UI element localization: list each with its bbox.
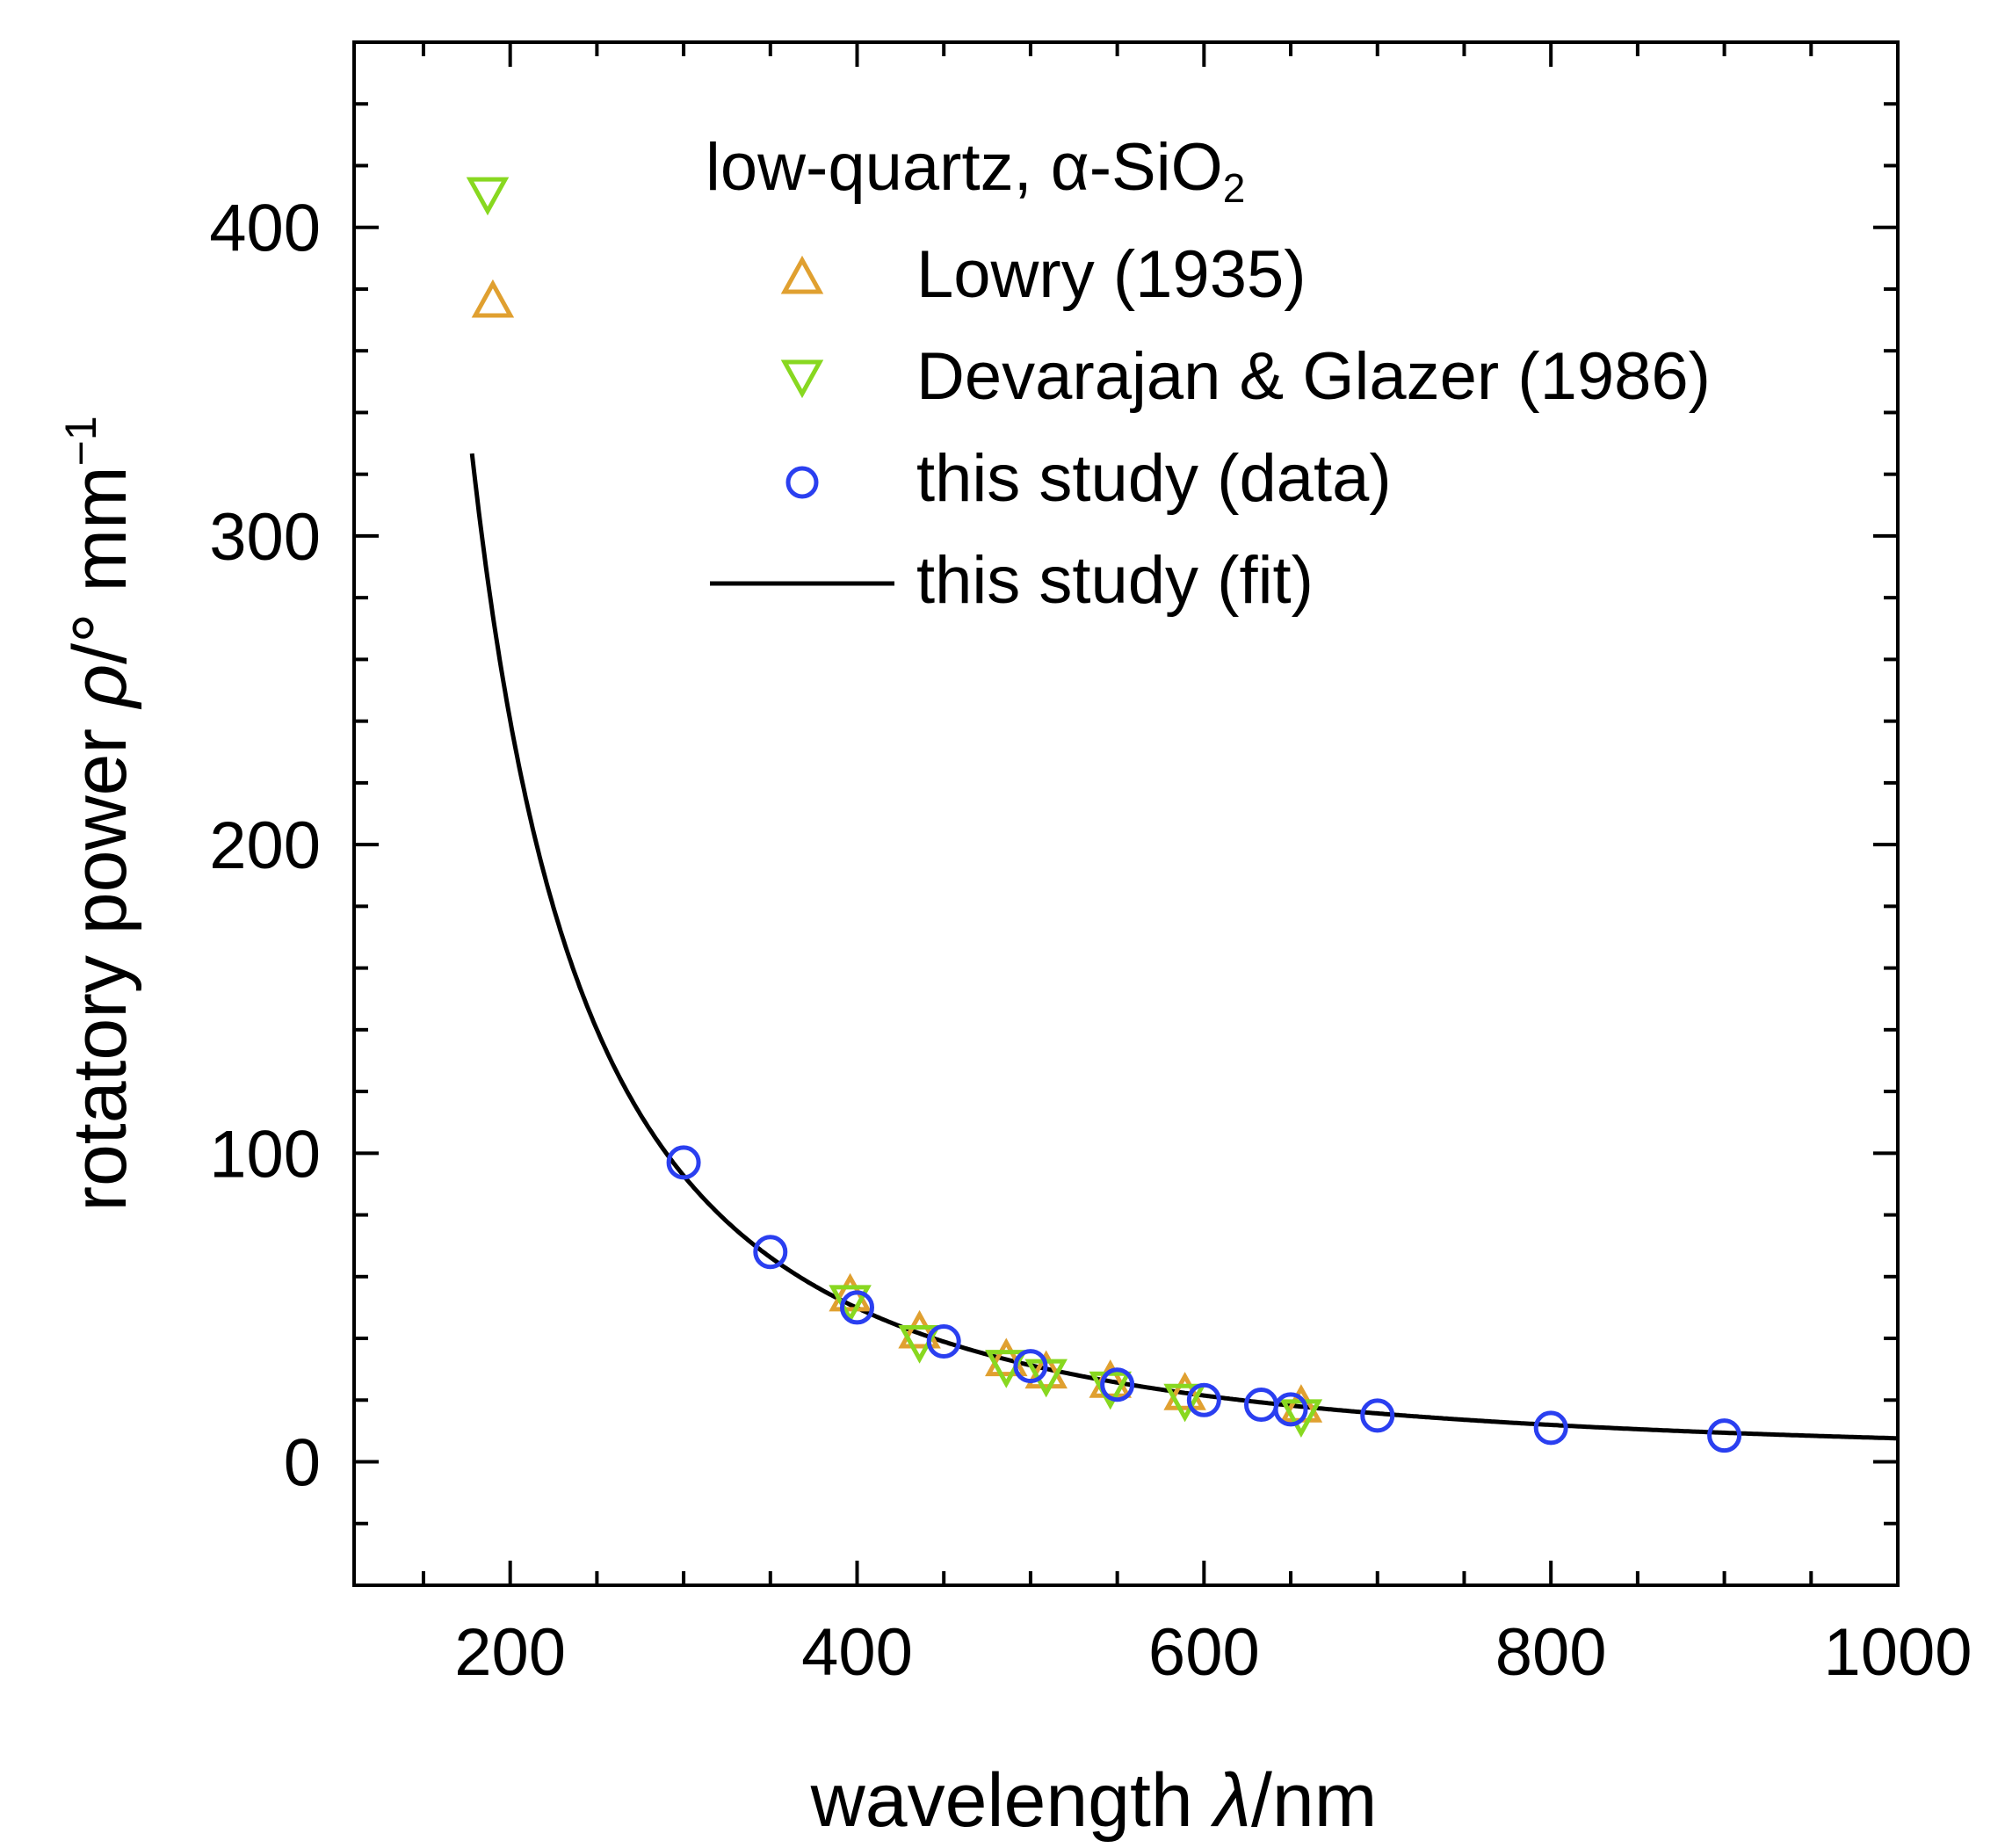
legend-label-this-study-fit: this study (fit) (916, 543, 1314, 618)
circle-marker (1360, 1398, 1395, 1433)
legend-label-lowry: Lowry (1935) (916, 237, 1307, 312)
y-axis-title: rotatory power ρ/° mm−1 (56, 416, 142, 1211)
legend-entry-devarajan-glazer: Devarajan & Glazer (1986) (780, 339, 1711, 414)
triangle-down-marker (1163, 1383, 1206, 1423)
circle-marker (1273, 1392, 1308, 1427)
legend-title: low-quartz, α-SiO2 (706, 130, 1245, 211)
plot-frame (352, 40, 1900, 1587)
triangle-up-marker (1024, 1350, 1068, 1389)
legend-label-this-study-data: this study (data) (916, 441, 1392, 516)
triangle-up-marker (471, 279, 515, 318)
circle-marker (753, 1235, 788, 1270)
x-tick-label: 1000 (1823, 1615, 1972, 1690)
axis-ticks (354, 42, 1900, 1585)
circle-marker (1100, 1367, 1135, 1402)
x-tick-label: 200 (454, 1615, 566, 1690)
circle-marker (1533, 1410, 1568, 1446)
circle-marker (840, 1290, 875, 1325)
triangle-up-marker (985, 1337, 1028, 1377)
legend-marker-circle (785, 466, 819, 499)
legend-label-devarajan-glazer: Devarajan & Glazer (1986) (916, 339, 1711, 414)
y-tick-label: 0 (284, 1426, 321, 1501)
circle-marker (1186, 1382, 1221, 1417)
axis-tick-labels: 200 400 600 800 1000 0 100 200 300 400 (209, 192, 1972, 1690)
x-tick-label: 800 (1495, 1615, 1607, 1690)
legend-marker-triangle-down (780, 359, 824, 399)
legend-entry-this-study-fit: this study (fit) (710, 543, 1314, 618)
legend: low-quartz, α-SiO2 Lowry (1935) Devaraja… (706, 130, 1711, 618)
fit-curve (469, 453, 1898, 1441)
triangle-down-marker (466, 177, 510, 216)
circle-marker (1013, 1349, 1048, 1384)
x-tick-label: 400 (801, 1615, 913, 1690)
legend-entry-lowry: Lowry (1935) (780, 237, 1307, 312)
triangle-up-marker (898, 1309, 941, 1349)
circle-marker (926, 1324, 961, 1359)
data-markers (466, 177, 1742, 1453)
legend-entry-this-study-data: this study (data) (785, 441, 1392, 516)
x-axis-title: wavelength λ/nm (810, 1758, 1378, 1843)
y-tick-label: 400 (209, 192, 321, 266)
x-tick-label: 600 (1148, 1615, 1260, 1690)
y-tick-label: 200 (209, 808, 321, 883)
legend-marker-triangle-up (780, 255, 824, 294)
circle-marker (666, 1145, 701, 1180)
circle-marker (1707, 1418, 1742, 1453)
y-tick-label: 300 (209, 500, 321, 575)
y-tick-label: 100 (209, 1117, 321, 1192)
